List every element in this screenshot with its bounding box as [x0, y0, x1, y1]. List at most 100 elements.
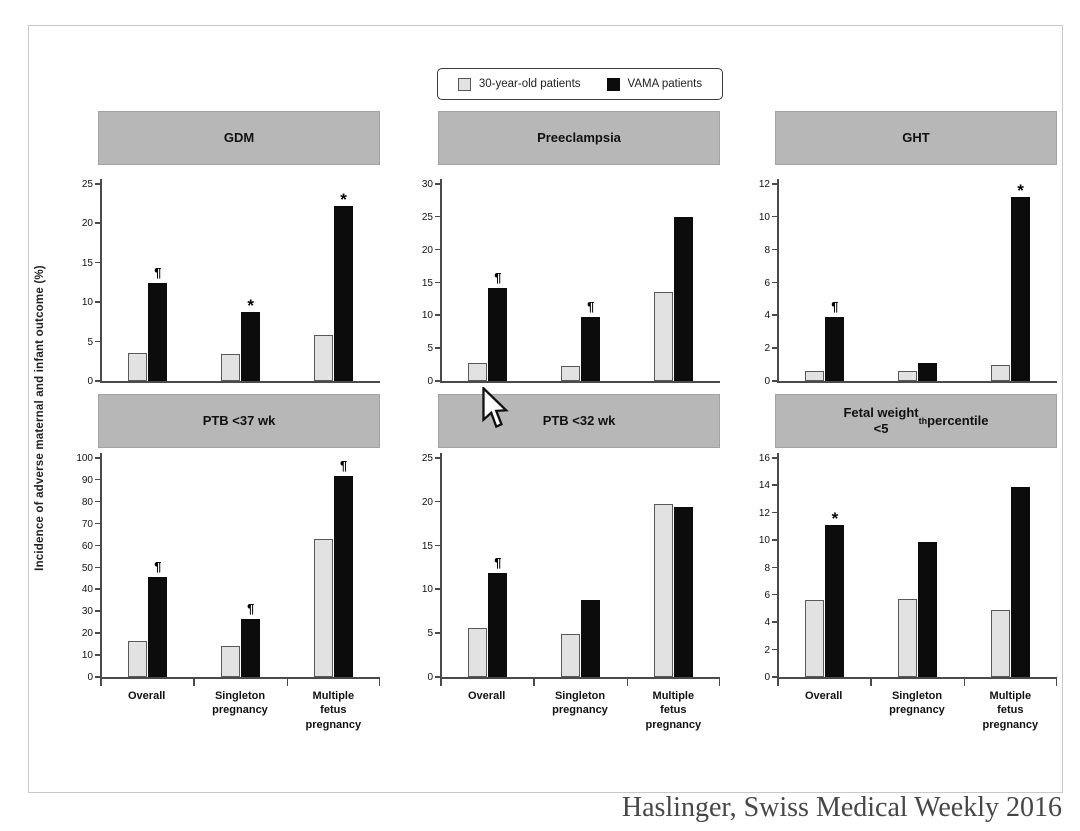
y-tick-label: 10 [81, 297, 93, 309]
y-tick [435, 248, 440, 251]
category-tick [378, 678, 380, 686]
category-tick [626, 678, 629, 686]
bar-vama [918, 362, 938, 381]
x-axis-label: Overall [468, 690, 506, 702]
y-tick [95, 610, 100, 612]
y-tick [772, 380, 777, 382]
y-tick-label: 6 [764, 277, 770, 289]
y-tick [95, 676, 100, 678]
bar-vama: ¶ [825, 299, 845, 381]
x-axis-labels: Overall Singleton pregnancy Multiple fetus… [440, 689, 720, 732]
y-tick-label: 0 [427, 672, 433, 683]
y-tick-label: 20 [81, 218, 93, 230]
y-tick [772, 593, 777, 596]
y-tick-label: 10 [758, 535, 770, 547]
y-tick [435, 183, 440, 185]
y-tick [772, 621, 777, 623]
bar-group-singleton [534, 458, 627, 677]
y-tick [95, 380, 100, 382]
bar-30yo [221, 646, 241, 677]
bar-group-multiple: * [287, 184, 380, 381]
y-tick-label: 2 [764, 343, 770, 355]
y-axis [100, 179, 102, 381]
y-tick-label: 0 [427, 376, 433, 387]
bar-group-multiple: ¶ [287, 458, 380, 677]
bar-group-overall: * [779, 458, 872, 677]
chart-panel-ght: GHT 0 2 4 6 8 10 12 ¶ * [759, 111, 1058, 387]
plot-area: 0 2 4 6 8 10 12 14 16 * Overall Singleton pregnancy… [759, 453, 1058, 731]
chart-panel-fetal-weight-5th-percentile: Fetal weight <5 th percentile 0 2 4 6 8 10 12 14 1… [759, 394, 1058, 731]
y-tick [95, 588, 100, 590]
bar-groups: ¶ * * [102, 184, 381, 381]
category-tick [193, 678, 195, 686]
legend-item-vama: VAMA patients [606, 77, 702, 91]
y-tick-label: 8 [764, 244, 770, 256]
y-tick [772, 281, 777, 283]
bar-30yo [128, 640, 148, 677]
x-axis [777, 381, 1057, 383]
plot-area: 0 5 10 15 20 25 ¶ Overall Singleton pregnancy Mul… [422, 453, 720, 731]
bar-vama: ¶ [488, 555, 508, 677]
bar-group-singleton: ¶ [194, 458, 287, 677]
bar-vama: * [825, 509, 845, 677]
panel-title-fetal-weight-5th-percentile: Fetal weight <5 th percentile [775, 394, 1057, 448]
y-tick [435, 544, 440, 547]
y-tick-label: 80 [81, 496, 93, 508]
x-axis-labels: Overall Singleton pregnancy Multiple fetus… [777, 689, 1057, 732]
significance-marker: ¶ [494, 269, 502, 285]
panel-title-ptb-37-wk: PTB <37 wk [98, 394, 380, 448]
category-tick [963, 678, 966, 686]
bar-group-multiple [627, 458, 720, 677]
bar-30yo [561, 365, 581, 381]
y-tick [435, 314, 440, 316]
plot-area: 0 2 4 6 8 10 12 ¶ * [759, 179, 1058, 387]
y-tick-label: 20 [421, 244, 433, 256]
y-tick-label: 25 [81, 179, 93, 190]
legend-item-30yo: 30-year-old patients [457, 77, 581, 91]
significance-marker: ¶ [154, 264, 162, 280]
y-tick-label: 14 [758, 480, 770, 492]
y-axis [100, 453, 102, 677]
x-axis-label: Overall [805, 690, 843, 702]
bar-group-singleton: * [194, 184, 287, 381]
bar-30yo [654, 503, 674, 677]
y-tick-label: 20 [421, 496, 433, 508]
bar-30yo [468, 627, 488, 677]
chart-panel-gdm: GDM 0 5 10 15 20 25 ¶ * * [82, 111, 381, 387]
bar-group-singleton [871, 458, 964, 677]
y-tick [435, 347, 440, 349]
y-axis-label: Incidence of adverse maternal and infant… [34, 265, 46, 571]
y-tick [95, 566, 100, 568]
bar-30yo [314, 334, 334, 381]
category-tick [100, 678, 102, 686]
significance-marker: * [247, 296, 255, 316]
legend-swatch-30yo-icon [457, 77, 471, 91]
y-tick [772, 347, 777, 349]
y-tick [95, 654, 100, 656]
bar-30yo [898, 598, 918, 677]
y-tick [95, 522, 100, 525]
bar-vama [1011, 486, 1031, 677]
bar-groups: ¶ * [779, 181, 1058, 381]
y-tick-label: 10 [81, 650, 93, 662]
bar-vama: * [334, 190, 354, 381]
y-tick-label: 0 [764, 376, 770, 387]
bar-30yo [128, 353, 148, 381]
bar-group-overall: ¶ [442, 458, 535, 677]
category-tick [1055, 678, 1057, 686]
y-tick-label: 0 [87, 376, 93, 387]
significance-marker: ¶ [154, 559, 162, 575]
bar-groups: * [779, 458, 1058, 677]
y-tick [772, 676, 777, 678]
y-tick-label: 25 [421, 211, 433, 223]
bar-vama: ¶ [148, 559, 168, 677]
bar-group-singleton [871, 184, 964, 381]
legend-label-30yo: 30-year-old patients [478, 78, 581, 90]
x-axis-label: Overall [128, 690, 166, 702]
x-axis-label: Multiple fetus pregnancy [645, 690, 702, 731]
plot-area: 0 5 10 15 20 25 30 ¶ ¶ [422, 179, 720, 387]
y-tick-label: 60 [81, 540, 93, 552]
y-tick-label: 70 [81, 518, 93, 530]
y-tick-label: 100 [76, 453, 93, 464]
chart-panel-ptb-37-wk: PTB <37 wk 0 10 20 30 40 50 60 70 80 90 100 ¶ ¶ ¶ Overa… [76, 394, 380, 731]
